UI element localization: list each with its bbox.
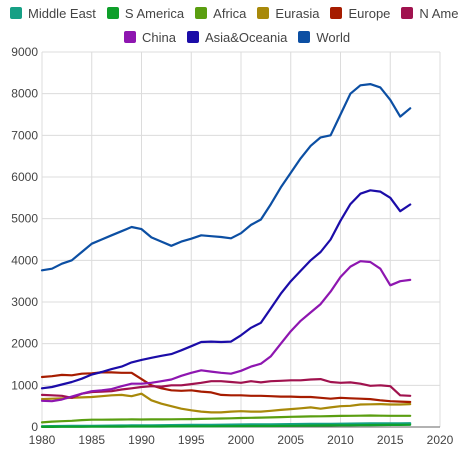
legend-item[interactable]: Europe: [330, 6, 390, 21]
legend-item[interactable]: S America: [106, 5, 185, 21]
series-line-n-america: [40, 378, 412, 399]
x-tick-label: 1980: [29, 433, 56, 447]
x-tick-label: 2020: [427, 433, 454, 447]
legend-row: China Asia&Oceania World: [124, 28, 361, 46]
x-tick-label: 2015: [377, 433, 404, 447]
legend-item[interactable]: World: [298, 30, 350, 45]
series-line-world: [40, 82, 412, 272]
series-line-s-america: [40, 423, 412, 428]
y-tick-label: 5000: [11, 212, 38, 226]
series-lines: [40, 82, 412, 428]
legend-item[interactable]: Eurasia: [257, 6, 319, 21]
legend-swatch: [195, 7, 208, 19]
legend-label: N America: [419, 5, 458, 21]
x-tick-label: 1985: [78, 433, 105, 447]
legend-swatch: [330, 7, 343, 19]
legend-swatch: [124, 31, 136, 43]
legend-label: Europe: [348, 5, 391, 21]
series-line-africa: [40, 414, 412, 424]
legend-row: Middle East S America Africa Eurasia Europe N…: [10, 4, 458, 22]
legend-swatch: [10, 7, 22, 19]
y-tick-label: 9000: [11, 45, 38, 59]
y-tick-label: 7000: [11, 128, 38, 142]
legend-swatch: [401, 7, 414, 19]
legend-label: Eurasia: [275, 5, 320, 21]
legend-label: Asia&Oceania: [204, 29, 288, 45]
series-line-china: [40, 260, 412, 403]
y-tick-label: 8000: [11, 87, 38, 101]
legend-swatch: [298, 31, 311, 43]
x-tick-label: 2000: [228, 433, 255, 447]
series-line-asia-oceania: [40, 189, 412, 390]
series-line-eurasia: [40, 392, 412, 414]
axes: 0 1000 2000 3000 4000 5000 6000 7000 8000 9000 198…: [11, 45, 453, 447]
legend-swatch: [186, 31, 199, 43]
x-tick-label: 1995: [178, 433, 205, 447]
y-tick-label: 0: [31, 420, 38, 434]
x-tick-label: 1990: [128, 433, 155, 447]
legend-swatch: [257, 7, 270, 19]
legend-label: Middle East: [28, 5, 96, 21]
legend-item[interactable]: China: [124, 30, 176, 45]
legend-label: World: [316, 29, 351, 45]
legend-item[interactable]: Africa: [195, 6, 246, 21]
legend-label: Africa: [213, 5, 247, 21]
y-tick-label: 4000: [11, 253, 38, 267]
y-tick-label: 2000: [11, 337, 38, 351]
y-tick-label: 3000: [11, 295, 38, 309]
legend-label: S America: [124, 5, 185, 21]
legend-swatch: [106, 7, 119, 19]
legend-item[interactable]: Asia&Oceania: [186, 29, 288, 45]
y-tick-label: 1000: [11, 378, 38, 392]
x-tick-label: 2005: [277, 433, 304, 447]
legend-item[interactable]: N America: [401, 6, 458, 21]
legend-item[interactable]: Middle East: [10, 6, 96, 21]
legend-label: China: [142, 29, 176, 45]
x-tick-label: 2010: [327, 433, 354, 447]
y-tick-label: 6000: [11, 170, 38, 184]
